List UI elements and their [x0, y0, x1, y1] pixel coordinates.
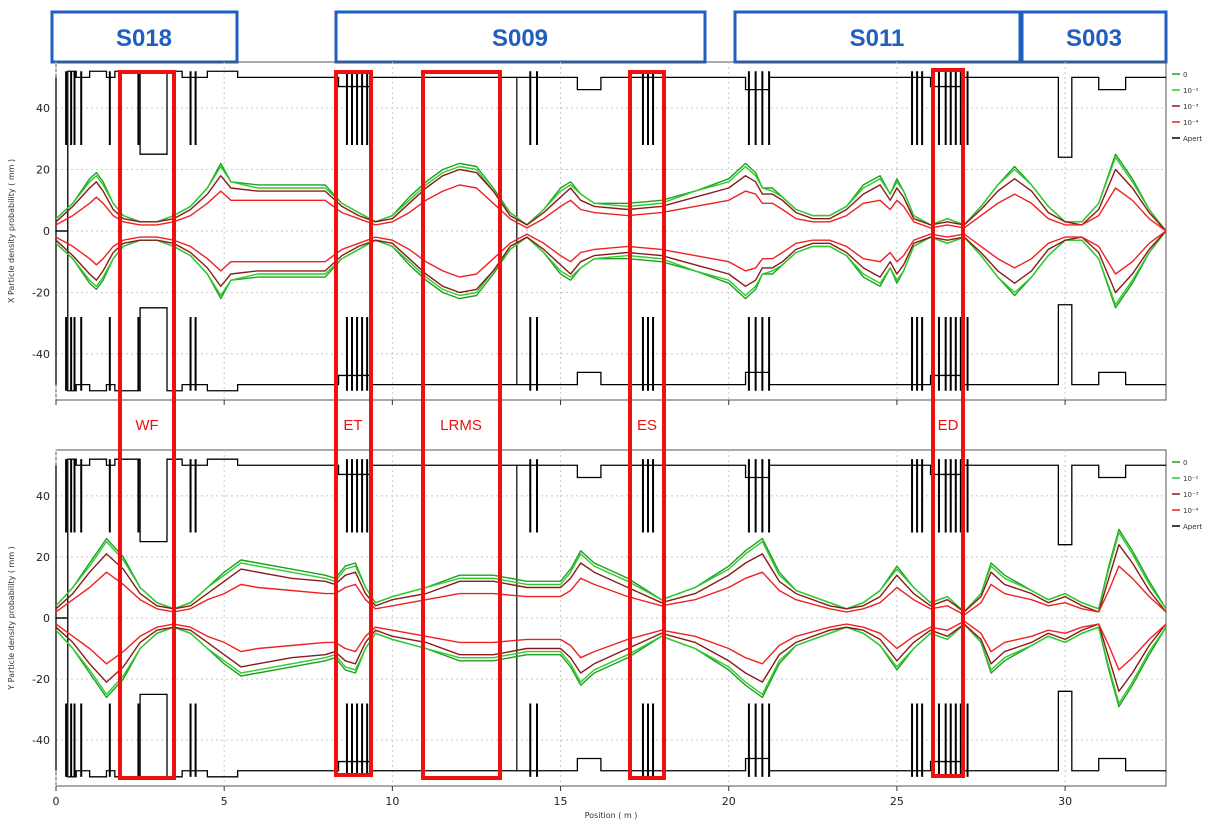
series-line	[55, 528, 1167, 613]
series-line	[55, 230, 1167, 278]
series-line	[55, 623, 1167, 708]
y-tick-label: 20	[36, 551, 50, 564]
y-tick-label: 20	[36, 164, 50, 177]
legend-item: 10⁻⁴	[1183, 119, 1199, 127]
y-tick-label: 40	[36, 490, 50, 503]
legend-item: 0	[1183, 71, 1187, 79]
region-box-et	[334, 70, 373, 777]
legend-item: 10⁻³	[1183, 491, 1199, 499]
series-line	[55, 544, 1167, 613]
y-density-panel: 0 5 10 15 20 25 30 40 20 0 -20 -40 Y Particle densit…	[7, 449, 1202, 820]
section-label-s018: S018	[116, 25, 172, 52]
region-label-ed: ED	[938, 417, 959, 434]
legend-item: 10⁻⁴	[1183, 507, 1199, 515]
x-tick-label: 20	[722, 795, 736, 808]
y-tick-label: -40	[32, 348, 50, 361]
series-line	[55, 620, 1167, 671]
y-axis-label: Y Particle density probability ( mm )	[7, 546, 16, 691]
section-label-s003: S003	[1066, 25, 1122, 52]
region-boxes: WF ET LRMS ES ED	[118, 68, 965, 780]
section-box-s003	[1020, 10, 1168, 64]
region-box-wf	[118, 70, 176, 780]
x-tick-label: 5	[221, 795, 228, 808]
x-tick-label: 25	[890, 795, 904, 808]
legend-item: 10⁻²	[1183, 475, 1199, 483]
x-tick-label: 10	[385, 795, 399, 808]
legend-item: 0	[1183, 459, 1187, 467]
y-tick-label: -20	[32, 673, 50, 686]
section-label-s009: S009	[492, 25, 548, 52]
region-label-lrms: LRMS	[440, 417, 482, 434]
series-line	[55, 230, 1167, 306]
legend-item: 10⁻²	[1183, 87, 1199, 95]
legend-item: Apert	[1183, 523, 1202, 531]
y-tick-label: 40	[36, 102, 50, 115]
region-label-wf: WF	[135, 417, 158, 434]
series-line	[55, 230, 1167, 294]
series-line	[55, 623, 1167, 692]
series-line	[55, 184, 1167, 232]
region-box-ed	[931, 68, 965, 778]
series-line	[55, 168, 1167, 232]
section-box-s018	[50, 10, 239, 64]
legend-item: 10⁻³	[1183, 103, 1199, 111]
x-tick-label: 15	[554, 795, 568, 808]
region-box-es	[628, 70, 666, 780]
section-headers: S018 S009 S011 S003	[50, 10, 1168, 64]
y-tick-label: 0	[43, 612, 50, 625]
y-tick-label: 0	[43, 225, 50, 238]
region-box-lrms	[421, 70, 502, 780]
aperture-profile	[55, 70, 1166, 232]
y-tick-label: -20	[32, 286, 50, 299]
region-label-et: ET	[343, 417, 362, 434]
region-label-es: ES	[637, 417, 657, 434]
x-tick-label: 0	[53, 795, 60, 808]
y-axis-label: X Particle density probability ( mm )	[7, 159, 16, 303]
aperture-profile	[55, 458, 1166, 619]
series-line	[55, 156, 1167, 232]
series-line	[55, 531, 1167, 613]
series-line	[55, 623, 1167, 705]
section-label-s011: S011	[850, 25, 905, 52]
x-axis-label: Position ( m )	[585, 811, 638, 820]
aperture-profile	[55, 230, 1166, 392]
legend-item: Apert	[1183, 135, 1202, 143]
series-line	[55, 565, 1167, 616]
aperture-profile	[55, 617, 1166, 778]
x-density-panel: 40 20 0 -20 -40 X Particle density probabilit…	[7, 61, 1202, 405]
y-tick-label: -40	[32, 734, 50, 747]
x-tick-label: 30	[1058, 795, 1072, 808]
